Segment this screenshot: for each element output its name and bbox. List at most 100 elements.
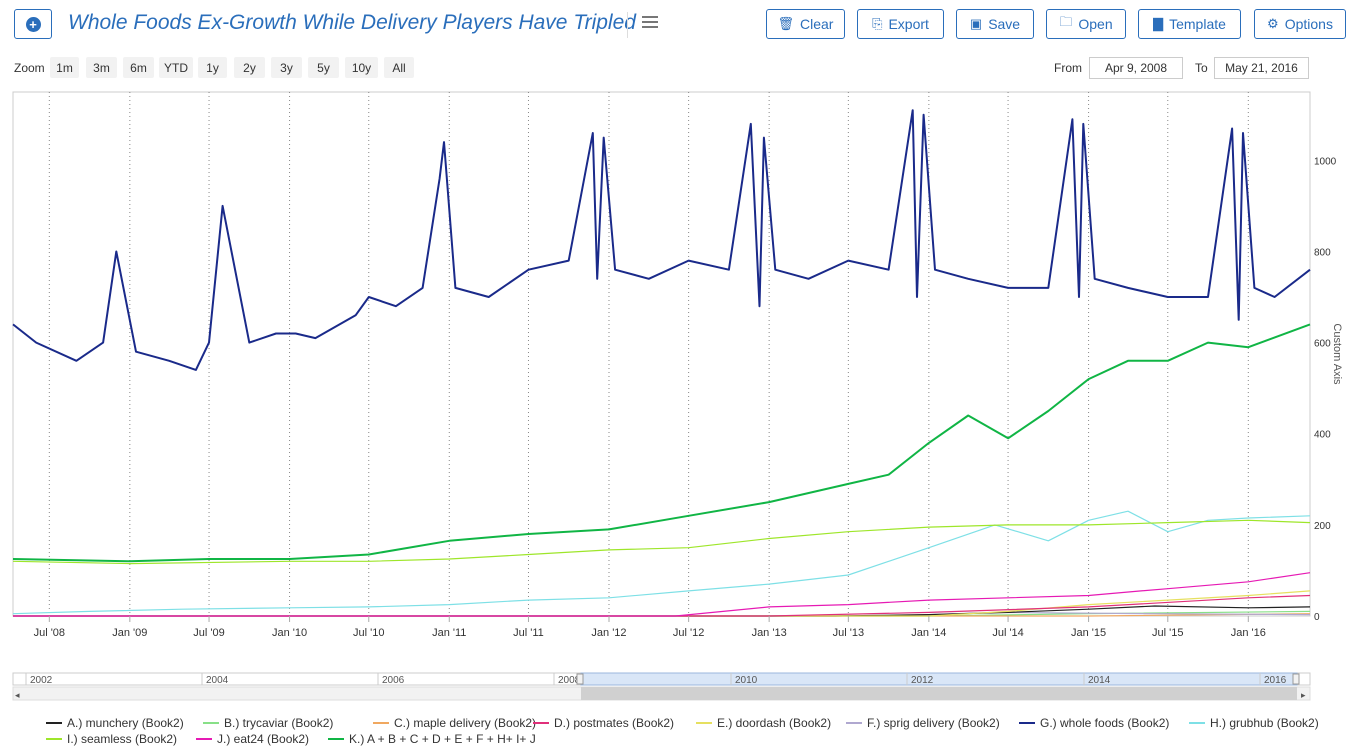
legend-label: D.) postmates (Book2) xyxy=(554,716,675,730)
legend-item[interactable]: C.) maple delivery (Book2) xyxy=(373,716,536,730)
legend-swatch xyxy=(696,722,712,724)
options-button-label: Options xyxy=(1284,16,1333,32)
legend-item[interactable]: F.) sprig delivery (Book2) xyxy=(846,716,1000,730)
legend-label: J.) eat24 (Book2) xyxy=(217,732,310,746)
navigator-selection[interactable] xyxy=(580,672,1298,686)
navigator-right-handle[interactable] xyxy=(1292,673,1300,685)
save-button-label: Save xyxy=(988,16,1021,32)
open-button[interactable]: 🗀︎ Open xyxy=(1046,9,1126,39)
options-button[interactable]: ⚙ Options xyxy=(1254,9,1346,39)
chart-title[interactable]: Whole Foods Ex-Growth While Delivery Pla… xyxy=(68,11,636,34)
y-tick-label: 600 xyxy=(1314,339,1331,350)
legend-swatch xyxy=(203,722,219,724)
legend-item[interactable]: J.) eat24 (Book2) xyxy=(196,732,309,746)
plot-border xyxy=(12,91,1311,617)
series-layer xyxy=(12,109,1311,617)
legend-label: H.) grubhub (Book2) xyxy=(1210,716,1319,730)
series-line-8 xyxy=(12,510,1311,615)
navigator-tick-label: 2016 xyxy=(1264,675,1287,686)
zoom-6m-button[interactable]: 6m xyxy=(123,57,154,78)
template-button[interactable]: ▇ Template xyxy=(1138,9,1241,39)
x-axis: Jul '08 Jan '09 Jul '09 Jan '10 Jul '10 Jan '… xyxy=(34,616,1266,639)
chart-area[interactable]: Jul '08 Jan '09 Jul '09 Jan '10 Jul '10 Jan '… xyxy=(0,84,1357,708)
x-tick-label: Jul '15 xyxy=(1152,627,1183,639)
clear-button-label: Clear xyxy=(800,16,834,32)
series-line-9 xyxy=(12,519,1311,565)
y-tick-label: 200 xyxy=(1314,521,1331,532)
series-line-11 xyxy=(12,323,1311,563)
scroll-right-arrow-icon[interactable]: ▸ xyxy=(1301,690,1306,700)
x-tick-label: Jan '15 xyxy=(1071,627,1106,639)
legend-label: C.) maple delivery (Book2) xyxy=(394,716,537,730)
navigator-tick-label: 2002 xyxy=(30,675,53,686)
zoom-all-button[interactable]: All xyxy=(384,57,414,78)
legend-item[interactable]: K.) A + B + C + D + E + F + H+ I+ J xyxy=(328,732,536,746)
y-axis-label: Custom Axis xyxy=(1331,323,1343,385)
clear-button[interactable]: 🗑︎ Clear xyxy=(766,9,845,39)
legend-item[interactable]: G.) whole foods (Book2) xyxy=(1019,716,1169,730)
series-line-7 xyxy=(12,109,1311,371)
zoom-5y-button[interactable]: 5y xyxy=(308,57,339,78)
from-date-input[interactable]: Apr 9, 2008 xyxy=(1089,57,1183,79)
zoom-3m-button[interactable]: 3m xyxy=(86,57,117,78)
legend-label: K.) A + B + C + D + E + F + H+ I+ J xyxy=(349,732,536,746)
y-tick-label: 0 xyxy=(1314,612,1320,623)
toolbar: + Whole Foods Ex-Growth While Delivery P… xyxy=(0,0,1357,50)
zoom-label: Zoom xyxy=(14,61,45,75)
x-tick-label: Jan '11 xyxy=(432,627,466,639)
range-selector: Zoom 1m 3m 6m YTD 1y 2y 3y 5y 10y All Fr… xyxy=(0,56,1357,80)
legend-label: G.) whole foods (Book2) xyxy=(1040,716,1170,730)
zoom-2y-button[interactable]: 2y xyxy=(234,57,265,78)
export-button[interactable]: ⎘ Export xyxy=(857,9,944,39)
legend-swatch xyxy=(46,722,62,724)
x-tick-label: Jan '13 xyxy=(752,627,787,639)
legend-item[interactable]: A.) munchery (Book2) xyxy=(46,716,184,730)
plot-frame xyxy=(12,91,1311,617)
plus-circle-icon: + xyxy=(25,16,41,32)
zoom-1y-button[interactable]: 1y xyxy=(198,57,227,78)
legend-item[interactable]: I.) seamless (Book2) xyxy=(46,732,177,746)
x-tick-label: Jul '08 xyxy=(34,627,65,639)
legend-swatch xyxy=(1019,722,1035,724)
x-tick-label: Jan '14 xyxy=(911,627,946,639)
template-button-label: Template xyxy=(1169,16,1226,32)
x-tick-label: Jul '09 xyxy=(193,627,224,639)
to-date-input[interactable]: May 21, 2016 xyxy=(1214,57,1309,79)
add-chart-button[interactable]: + xyxy=(14,9,52,39)
legend-swatch xyxy=(533,722,549,724)
zoom-10y-button[interactable]: 10y xyxy=(345,57,378,78)
trash-icon: 🗑︎ xyxy=(777,16,795,31)
legend-swatch xyxy=(328,738,344,740)
scroll-left-arrow-icon[interactable]: ◂ xyxy=(15,690,20,700)
legend-item[interactable]: B.) trycaviar (Book2) xyxy=(203,716,333,730)
gear-icon: ⚙ xyxy=(1267,16,1279,31)
zoom-3y-button[interactable]: 3y xyxy=(271,57,302,78)
legend-item[interactable]: D.) postmates (Book2) xyxy=(533,716,674,730)
navigator-left-handle[interactable] xyxy=(576,673,584,685)
save-button[interactable]: ▣ Save xyxy=(956,9,1034,39)
x-tick-label: Jul '14 xyxy=(992,627,1023,639)
to-label: To xyxy=(1195,61,1208,75)
legend-swatch xyxy=(373,722,389,724)
zoom-1m-button[interactable]: 1m xyxy=(50,57,79,78)
zoom-ytd-button[interactable]: YTD xyxy=(159,57,193,78)
folder-icon: 🗀︎ xyxy=(1059,14,1073,29)
export-button-label: Export xyxy=(888,16,929,32)
navigator-tick-label: 2004 xyxy=(206,675,229,686)
x-tick-label: Jul '10 xyxy=(353,627,384,639)
legend-item[interactable]: E.) doordash (Book2) xyxy=(696,716,831,730)
navigator-tick-label: 2012 xyxy=(911,675,934,686)
hamburger-menu-icon[interactable] xyxy=(642,16,658,30)
x-tick-label: Jan '10 xyxy=(272,627,307,639)
scrollbar-thumb[interactable] xyxy=(581,687,1297,700)
legend-swatch xyxy=(46,738,62,740)
y-tick-label: 400 xyxy=(1314,430,1331,441)
export-file-icon: ⎘ xyxy=(872,16,883,31)
legend-item[interactable]: H.) grubhub (Book2) xyxy=(1189,716,1319,730)
legend-label: E.) doordash (Book2) xyxy=(717,716,832,730)
legend-label: F.) sprig delivery (Book2) xyxy=(867,716,1000,730)
x-tick-label: Jul '13 xyxy=(833,627,864,639)
legend-swatch xyxy=(1189,722,1205,724)
navigator[interactable]: 2002 2004 2006 2008 2010 2012 2014 2016 ◂ ▸ xyxy=(12,672,1311,701)
legend-swatch xyxy=(196,738,212,740)
